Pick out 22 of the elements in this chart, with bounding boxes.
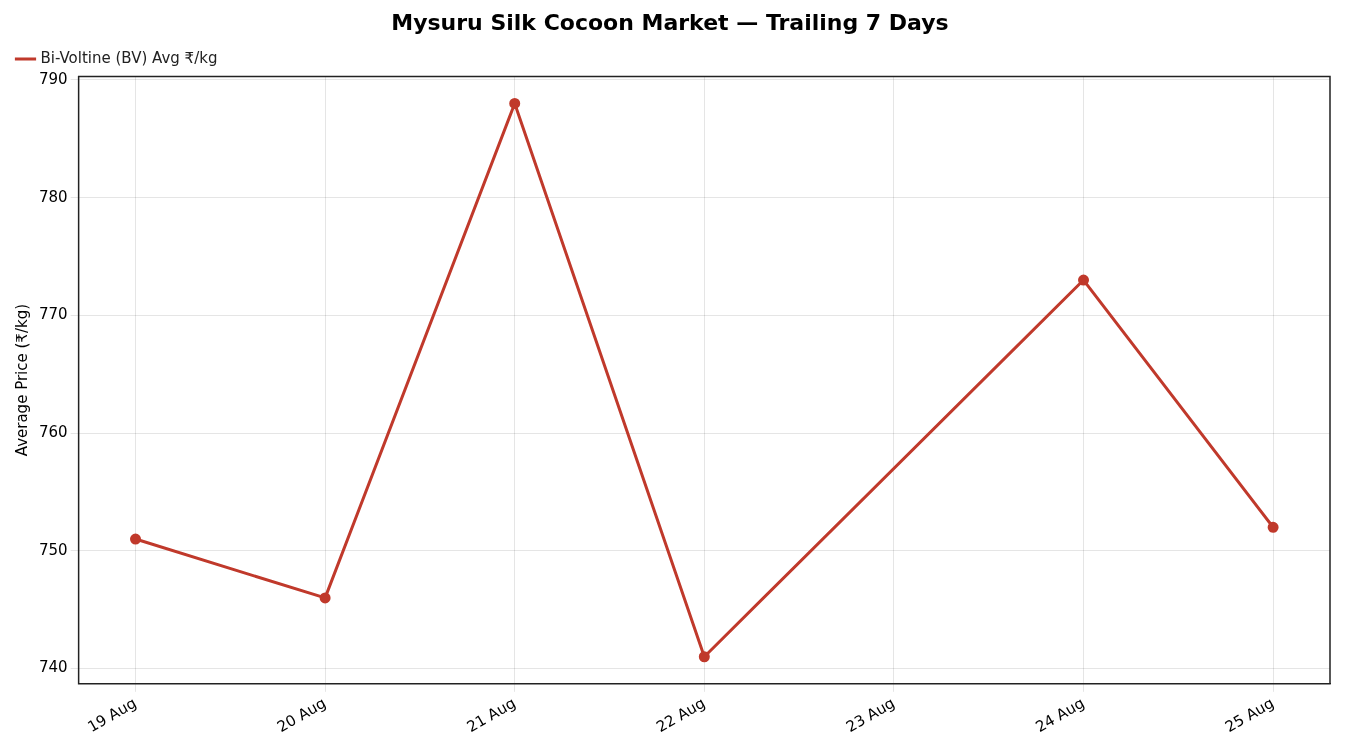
point [698, 651, 710, 663]
x-tick-label: 20 Aug [274, 693, 330, 737]
x-tick-label: 19 Aug [84, 693, 140, 737]
x-tick-label: 23 Aug [842, 693, 898, 737]
x-tick-label: 21 Aug [463, 693, 519, 737]
point [509, 97, 521, 109]
x-tick-label: 22 Aug [653, 693, 709, 737]
point [130, 533, 142, 545]
y-tick-label: 780 [38, 187, 68, 206]
y-tick-label: 790 [38, 69, 68, 88]
y-tick-label: 760 [38, 422, 68, 441]
point [1267, 521, 1279, 533]
y-tick-label: 770 [38, 305, 68, 324]
y-tick-label: 750 [38, 540, 68, 559]
point [1078, 274, 1090, 286]
legend-label: Bi-Voltine (BV) Avg ₹/kg [40, 48, 218, 67]
x-tick-label: 25 Aug [1222, 693, 1278, 737]
chart-title: Mysuru Silk Cocoon Market — Trailing 7 Days [391, 9, 949, 35]
y-tick-label: 740 [38, 658, 68, 677]
point [319, 592, 331, 604]
x-tick-label: 24 Aug [1032, 693, 1088, 737]
y-axis-title: Average Price (₹/kg) [12, 304, 31, 457]
